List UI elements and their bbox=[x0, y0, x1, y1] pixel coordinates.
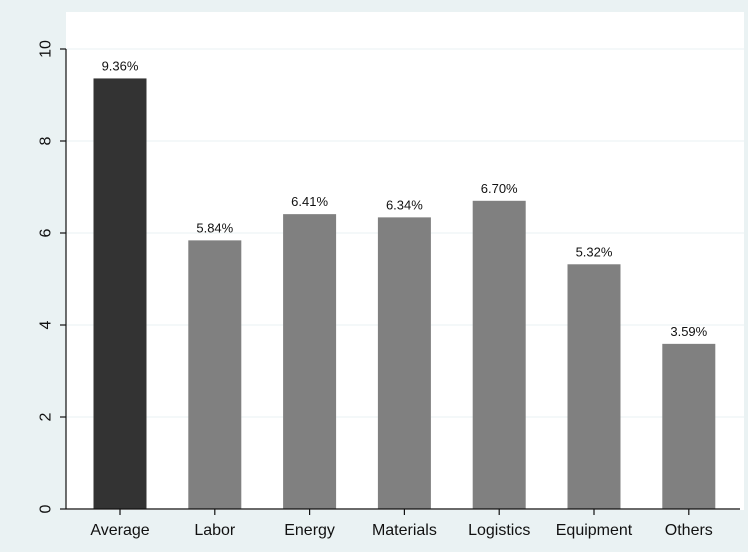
y-tick-label: 6 bbox=[38, 228, 55, 237]
y-axis-ticks: 0 2 4 6 8 10 bbox=[38, 40, 66, 513]
data-label: 6.34% bbox=[386, 197, 423, 212]
data-label: 3.59% bbox=[670, 324, 707, 339]
x-tick-label: Energy bbox=[284, 522, 335, 539]
bar-labor bbox=[188, 240, 242, 510]
bar-average bbox=[93, 78, 147, 509]
bar-equipment bbox=[567, 264, 621, 509]
x-axis-ticks: Average Labor Energy Materials Logistics Equi… bbox=[90, 509, 713, 539]
data-label: 5.32% bbox=[576, 244, 613, 259]
x-tick-label: Equipment bbox=[556, 522, 633, 539]
data-label: 5.84% bbox=[196, 220, 233, 235]
bar-energy bbox=[283, 214, 337, 509]
bars bbox=[93, 78, 716, 510]
x-tick-label: Materials bbox=[372, 522, 437, 539]
y-tick-label: 10 bbox=[38, 40, 55, 58]
y-tick-label: 4 bbox=[38, 320, 55, 329]
x-tick-label: Labor bbox=[194, 522, 236, 539]
x-tick-label: Average bbox=[90, 522, 149, 539]
data-label: 6.41% bbox=[291, 194, 328, 209]
data-label: 6.70% bbox=[481, 181, 518, 196]
data-labels: 9.36% 5.84% 6.41% 6.34% 6.70% 5.32% 3.59% bbox=[102, 58, 708, 338]
data-label: 9.36% bbox=[102, 58, 139, 73]
axes bbox=[65, 49, 740, 510]
y-tick-label: 0 bbox=[38, 504, 55, 513]
y-tick-label: 8 bbox=[38, 136, 55, 145]
y-tick-label: 2 bbox=[38, 412, 55, 421]
x-tick-label: Logistics bbox=[468, 522, 530, 539]
x-tick-label: Others bbox=[665, 522, 713, 539]
bar-logistics bbox=[472, 200, 526, 510]
bar-others bbox=[662, 343, 716, 509]
bar-materials bbox=[377, 217, 431, 510]
